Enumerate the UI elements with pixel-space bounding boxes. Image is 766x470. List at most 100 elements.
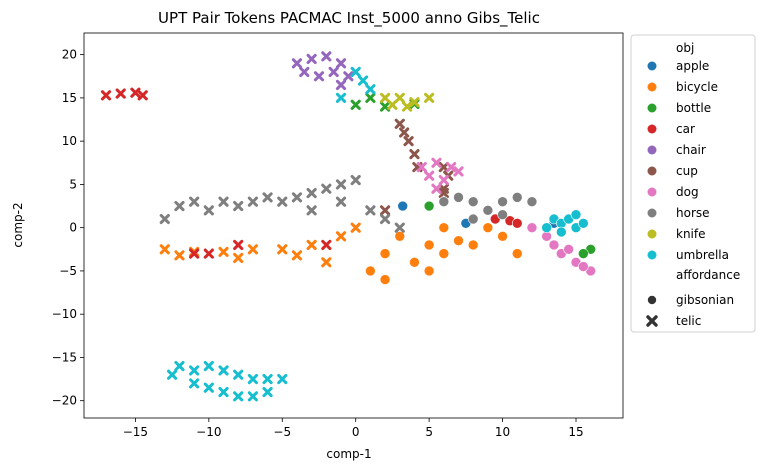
data-point xyxy=(350,66,361,78)
data-point xyxy=(409,97,420,108)
legend-item-dog: dog xyxy=(647,185,699,199)
data-point xyxy=(446,162,457,173)
legend-item-apple: apple xyxy=(647,59,709,73)
legend-hue-title: obj xyxy=(676,41,694,55)
legend-style-title: affordance xyxy=(676,268,740,282)
data-point xyxy=(291,58,303,69)
x-tick-label: −15 xyxy=(123,425,148,439)
data-point xyxy=(233,239,244,251)
series-umbrella xyxy=(167,66,589,402)
data-point xyxy=(379,92,391,103)
data-point xyxy=(321,239,332,251)
data-point xyxy=(394,231,406,242)
data-point xyxy=(291,192,303,203)
data-point xyxy=(379,274,391,285)
data-point xyxy=(578,218,589,229)
legend-item-umbrella: umbrella xyxy=(647,248,729,262)
y-axis-label: comp-2 xyxy=(11,202,25,247)
data-point xyxy=(365,92,376,103)
data-point xyxy=(467,196,479,208)
y-tick-label: −15 xyxy=(52,350,77,364)
data-point xyxy=(159,213,170,225)
y-tick-label: −10 xyxy=(52,307,77,321)
data-point xyxy=(203,360,214,372)
data-point xyxy=(233,391,244,402)
data-point xyxy=(233,252,244,264)
series-chair xyxy=(291,51,354,91)
legend-label: telic xyxy=(676,314,701,328)
legend-label: car xyxy=(676,122,695,136)
data-point xyxy=(578,248,589,259)
data-point xyxy=(174,200,185,212)
data-point xyxy=(174,360,185,372)
legend-swatch xyxy=(647,187,657,197)
data-point xyxy=(482,205,494,216)
legend-item-cup: cup xyxy=(647,164,698,178)
legend-item-bottle: bottle xyxy=(647,101,711,115)
y-tick-label: −5 xyxy=(59,264,77,278)
data-point xyxy=(291,250,303,261)
data-point xyxy=(203,248,214,259)
legend-label: horse xyxy=(676,206,710,220)
series-car xyxy=(100,87,523,259)
data-point xyxy=(299,66,310,78)
legend-hue-items: apple bicycle bottle car chair cup dog horse kni… xyxy=(647,59,729,262)
data-point xyxy=(365,265,376,277)
data-point xyxy=(409,256,420,268)
data-point xyxy=(335,92,347,103)
x-tick-label: 10 xyxy=(495,425,510,439)
legend-label: umbrella xyxy=(676,248,729,262)
data-point xyxy=(563,243,574,255)
legend-item-horse: horse xyxy=(647,206,710,220)
plot-frame xyxy=(83,32,624,419)
data-point xyxy=(548,239,560,251)
data-point xyxy=(262,373,273,385)
data-point xyxy=(526,196,538,208)
data-point xyxy=(467,239,479,251)
data-point xyxy=(423,200,435,212)
data-point xyxy=(399,127,410,138)
legend-swatch xyxy=(647,103,657,113)
legend-item-car: car xyxy=(647,122,695,136)
data-point xyxy=(189,365,200,376)
legend-label: bottle xyxy=(676,101,711,115)
legend-swatch xyxy=(647,124,657,134)
data-point xyxy=(541,222,552,233)
data-point xyxy=(335,231,347,242)
data-point xyxy=(233,369,244,380)
data-point xyxy=(438,162,449,173)
data-point xyxy=(313,71,325,82)
data-point xyxy=(397,200,409,212)
x-tick-label: 0 xyxy=(352,425,360,439)
legend-label: chair xyxy=(676,143,706,157)
data-point xyxy=(189,248,200,259)
y-tick-label: −20 xyxy=(52,394,77,408)
legend-item-chair: chair xyxy=(647,143,706,157)
data-point xyxy=(218,196,229,207)
data-point xyxy=(247,196,258,207)
legend-swatch xyxy=(647,61,657,71)
data-point xyxy=(394,118,405,129)
legend: obj apple bicycle bottle car chair cup dog hors… xyxy=(630,34,756,333)
data-point xyxy=(570,209,582,220)
data-point xyxy=(321,183,332,194)
data-point xyxy=(511,248,523,259)
data-point xyxy=(130,87,141,98)
data-point xyxy=(453,192,464,203)
legend-frame xyxy=(630,34,756,333)
legend-swatch xyxy=(647,208,657,218)
x-tick-label: −10 xyxy=(196,425,221,439)
data-point xyxy=(365,205,376,216)
data-point xyxy=(438,248,450,259)
x-tick-label: 5 xyxy=(425,425,433,439)
data-point xyxy=(379,248,391,259)
data-point xyxy=(115,88,126,99)
data-point xyxy=(482,222,494,233)
legend-marker xyxy=(646,315,658,327)
data-point xyxy=(379,213,391,225)
data-point xyxy=(306,205,317,216)
y-tick-label: 20 xyxy=(62,48,77,62)
data-point xyxy=(467,213,479,225)
data-point xyxy=(438,183,449,194)
